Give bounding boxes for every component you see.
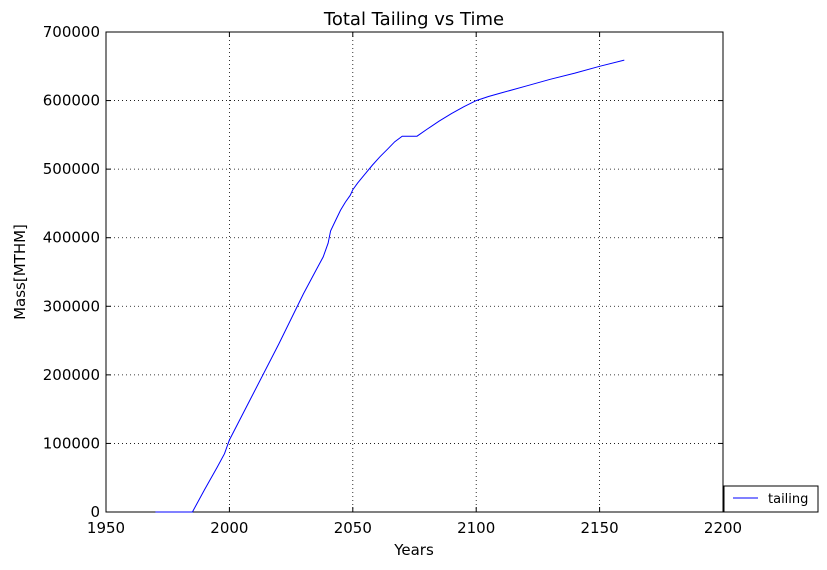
grid bbox=[106, 32, 723, 512]
y-tick-label: 700000 bbox=[43, 23, 100, 41]
x-tick-label: 2050 bbox=[334, 519, 372, 537]
legend: tailing bbox=[723, 485, 819, 513]
chart-title: Total Tailing vs Time bbox=[323, 9, 504, 30]
series-layer bbox=[155, 59, 625, 513]
axis-ticks: 1950 2000 2050 2100 2150 2200 0 100000 200000 300… bbox=[43, 23, 742, 537]
y-tick-label: 100000 bbox=[43, 434, 100, 452]
x-tick-label: 2150 bbox=[581, 519, 619, 537]
y-tick-label: 300000 bbox=[43, 297, 100, 315]
y-tick-label: 600000 bbox=[43, 92, 100, 110]
y-tick-label: 200000 bbox=[43, 366, 100, 384]
plot-area bbox=[105, 31, 724, 513]
y-tick-label: 400000 bbox=[43, 229, 100, 247]
legend-box bbox=[723, 485, 819, 513]
legend-label-tailing: tailing bbox=[768, 492, 808, 507]
y-tick-label: 500000 bbox=[43, 160, 100, 178]
y-tick-label: 0 bbox=[90, 503, 100, 521]
x-tick-label: 2000 bbox=[210, 519, 248, 537]
y-axis-label: Mass[MTHM] bbox=[11, 224, 29, 320]
series-line-tailing bbox=[155, 59, 625, 513]
x-tick-label: 1950 bbox=[87, 519, 125, 537]
x-axis-label: Years bbox=[393, 541, 434, 559]
x-tick-label: 2100 bbox=[457, 519, 495, 537]
x-tick-label: 2200 bbox=[704, 519, 742, 537]
